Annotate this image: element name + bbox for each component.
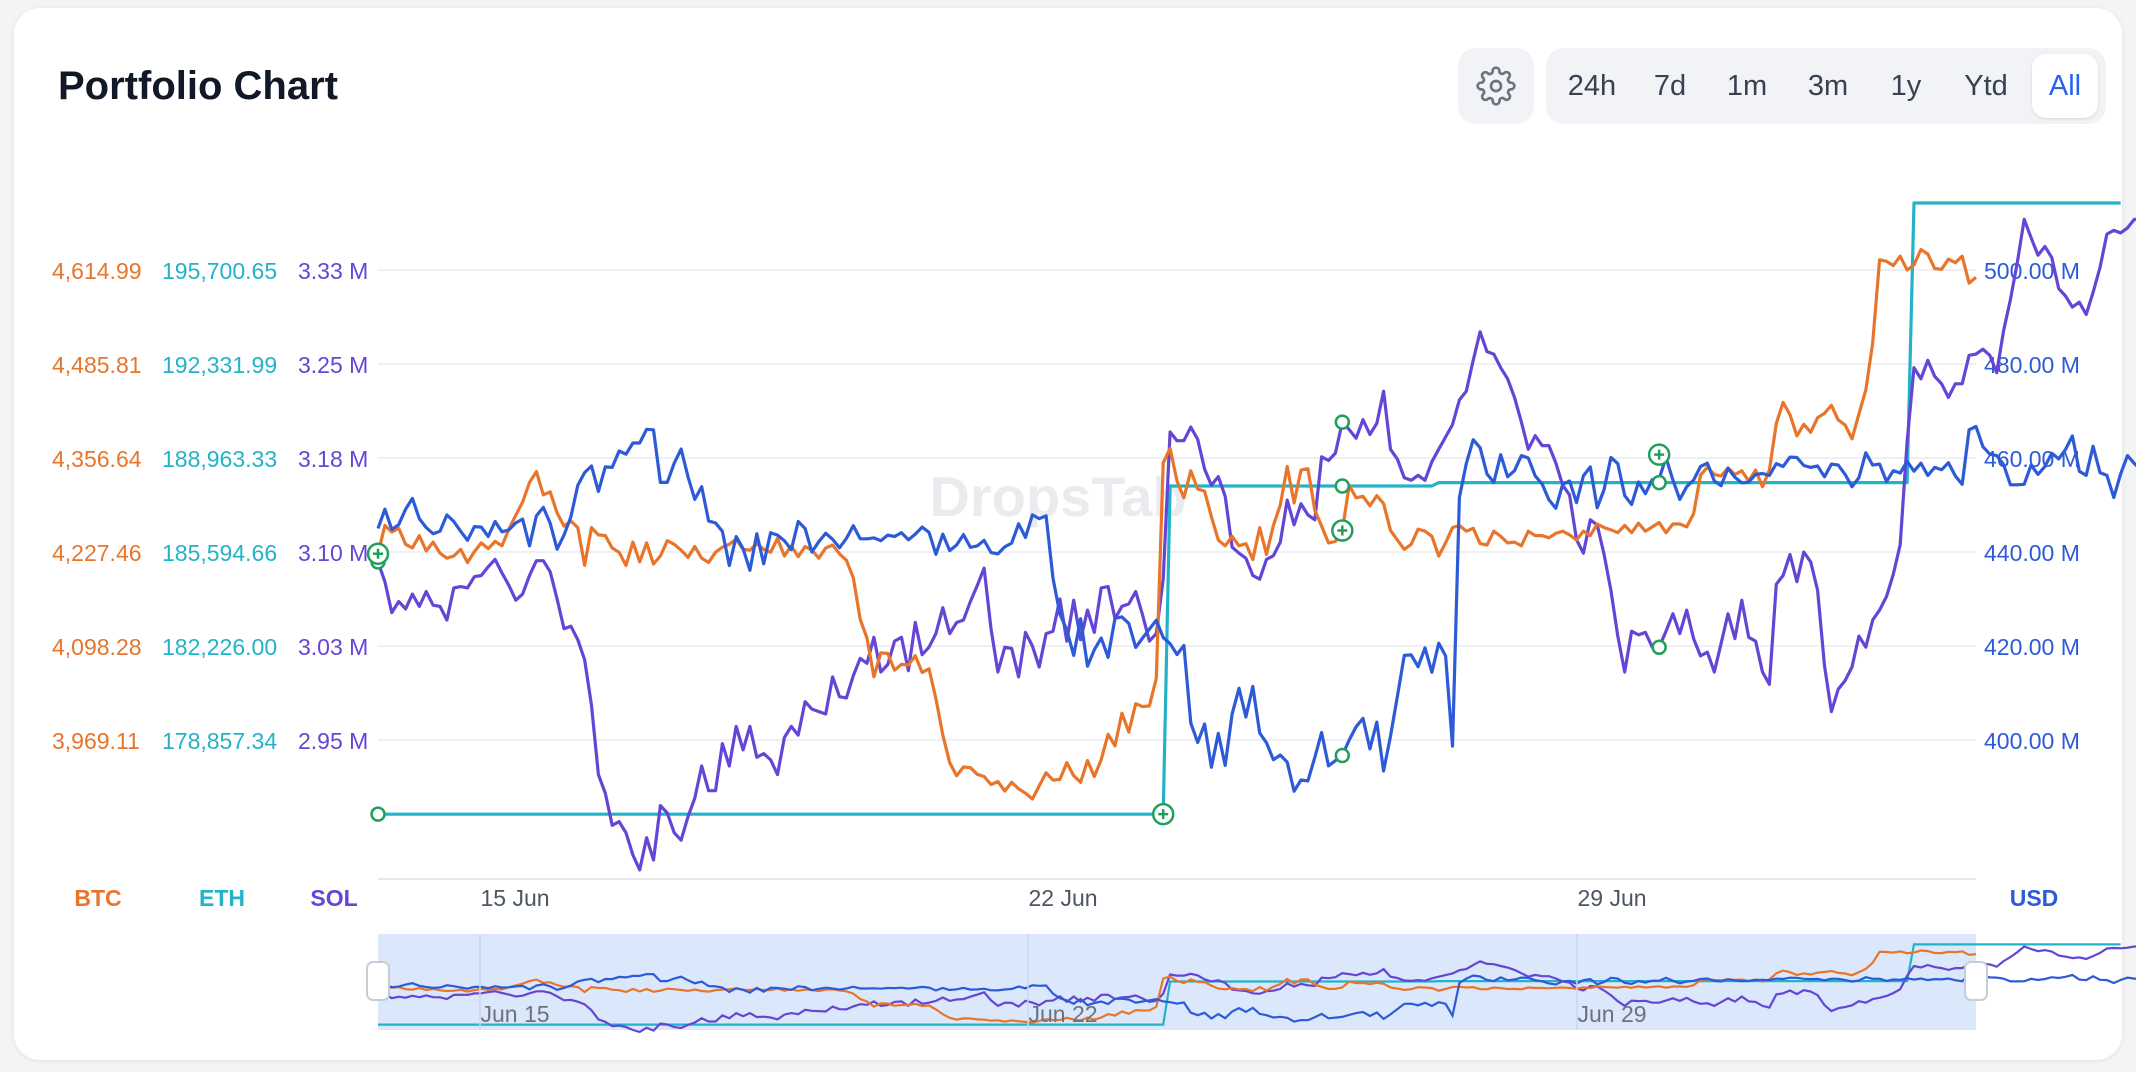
sol-axis-tick: 3.10 M	[298, 540, 368, 566]
usd-axis-tick: 500.00 M	[1984, 258, 2080, 284]
navigator-tick: Jun 15	[480, 1001, 549, 1027]
btc-axis-tick: 4,485.81	[52, 352, 142, 378]
gear-icon	[1476, 66, 1516, 106]
range-24h-button[interactable]: 24h	[1567, 70, 1617, 102]
usd-axis-title: USD	[2010, 885, 2059, 911]
eth-axis-tick: 195,700.65	[162, 258, 277, 284]
trade-marker[interactable]	[1651, 474, 1667, 491]
watermark: DropsTab	[929, 465, 1186, 528]
btc-axis-tick: 4,356.64	[52, 446, 142, 472]
btc-axis-tick: 4,614.99	[52, 258, 142, 284]
navigator-line-sol	[377, 945, 2136, 1034]
buy-marker[interactable]	[366, 542, 390, 566]
range-3m-button[interactable]: 3m	[1807, 70, 1849, 102]
trade-marker[interactable]	[1334, 747, 1351, 764]
sol-axis-tick: 3.03 M	[298, 634, 368, 660]
range-1m-button[interactable]: 1m	[1726, 70, 1768, 102]
trade-marker[interactable]	[1651, 639, 1667, 655]
range-1y-button[interactable]: 1y	[1890, 70, 1922, 102]
eth-axis-tick: 182,226.00	[162, 634, 277, 660]
sol-axis-tick: 2.95 M	[298, 728, 368, 754]
eth-axis-title: ETH	[199, 885, 245, 911]
trade-marker[interactable]	[1334, 414, 1351, 430]
usd-axis-tick: 440.00 M	[1984, 540, 2080, 566]
sol-axis-tick: 3.18 M	[298, 446, 368, 472]
range-ytd-button[interactable]: Ytd	[1964, 70, 2008, 102]
page-title: Portfolio Chart	[58, 64, 338, 108]
buy-marker[interactable]	[1647, 443, 1671, 466]
sol-axis-tick: 3.25 M	[298, 352, 368, 378]
navigator-right-handle[interactable]	[1964, 961, 1988, 1001]
range-7d-button[interactable]: 7d	[1653, 70, 1687, 102]
time-range-selector: 24h 7d 1m 3m 1y Ytd All	[1546, 48, 2106, 124]
range-all-button[interactable]: All	[2032, 54, 2098, 118]
usd-axis-tick: 400.00 M	[1984, 728, 2080, 754]
x-axis-tick: 29 Jun	[1577, 885, 1646, 911]
usd-axis-tick: 420.00 M	[1984, 634, 2080, 660]
series-line-eth	[378, 201, 2121, 816]
eth-axis-tick: 178,857.34	[162, 728, 277, 754]
x-axis-tick: 22 Jun	[1028, 885, 1097, 911]
eth-axis-tick: 188,963.33	[162, 446, 277, 472]
navigator-tick: Jun 29	[1577, 1001, 1646, 1027]
eth-axis-tick: 192,331.99	[162, 352, 277, 378]
navigator-tick: Jun 22	[1028, 1001, 1097, 1027]
navigator-line-usd	[377, 972, 2136, 1023]
series-line-sol	[376, 217, 2136, 872]
btc-axis-tick: 4,098.28	[52, 634, 142, 660]
markers[interactable]	[366, 414, 1671, 826]
series-line-usd	[376, 424, 2136, 793]
navigator-ticks: Jun 15 Jun 22 Jun 29	[479, 934, 1647, 1030]
grid	[378, 269, 1976, 741]
sol-axis-tick: 3.33 M	[298, 258, 368, 284]
settings-button[interactable]	[1458, 48, 1534, 124]
buy-marker[interactable]	[1151, 802, 1175, 826]
trade-marker[interactable]	[370, 806, 386, 822]
navigator-series	[377, 943, 2136, 1034]
buy-marker[interactable]	[1331, 519, 1354, 542]
series	[376, 201, 2136, 872]
navigator-left-handle[interactable]	[366, 961, 390, 1001]
axes: 4,614.99 195,700.65 3.33 M 500.00 M 4,485.81…	[52, 258, 2080, 911]
x-axis-tick: 15 Jun	[480, 885, 549, 911]
btc-axis-tick: 4,227.46	[52, 540, 142, 566]
range-navigator[interactable]: Jun 15 Jun 22 Jun 29	[366, 934, 2136, 1034]
sol-axis-title: SOL	[310, 885, 357, 911]
eth-axis-tick: 185,594.66	[162, 540, 277, 566]
btc-axis-title: BTC	[74, 885, 121, 911]
btc-axis-tick: 3,969.11	[52, 728, 140, 754]
portfolio-chart-card: Portfolio Chart 24h 7d 1m 3m 1y Ytd All	[14, 8, 2122, 1060]
trade-marker[interactable]	[1334, 478, 1351, 494]
